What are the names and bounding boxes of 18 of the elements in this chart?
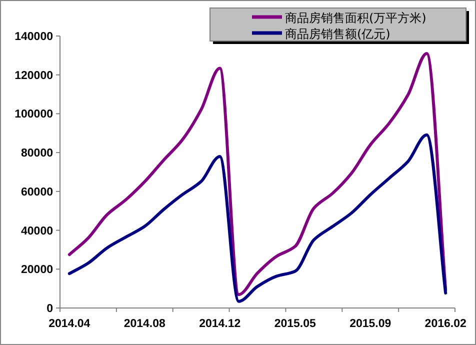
x-tick-label: 2016.02 xyxy=(424,318,466,330)
x-tick-label: 2014.12 xyxy=(199,318,241,330)
y-tick-label: 40000 xyxy=(21,225,53,238)
legend-label: 商品房销售面积(万平方米) xyxy=(285,11,426,25)
x-tick-label: 2014.08 xyxy=(124,318,166,330)
x-tick-label: 2014.04 xyxy=(48,318,91,330)
y-tick-label: 80000 xyxy=(21,148,53,160)
y-tick-label: 0 xyxy=(46,303,53,315)
x-tick-label: 2015.09 xyxy=(350,318,392,330)
line-series xyxy=(68,52,448,296)
y-tick-label: 140000 xyxy=(14,31,53,43)
line-series xyxy=(68,133,448,303)
y-tick-label: 20000 xyxy=(21,264,53,276)
y-tick-label: 60000 xyxy=(21,186,53,198)
x-tick-label: 2015.05 xyxy=(274,318,317,330)
y-tick-label: 120000 xyxy=(14,70,53,82)
legend-label: 商品房销售额(亿元) xyxy=(285,27,390,41)
y-tick-label: 100000 xyxy=(14,108,53,121)
